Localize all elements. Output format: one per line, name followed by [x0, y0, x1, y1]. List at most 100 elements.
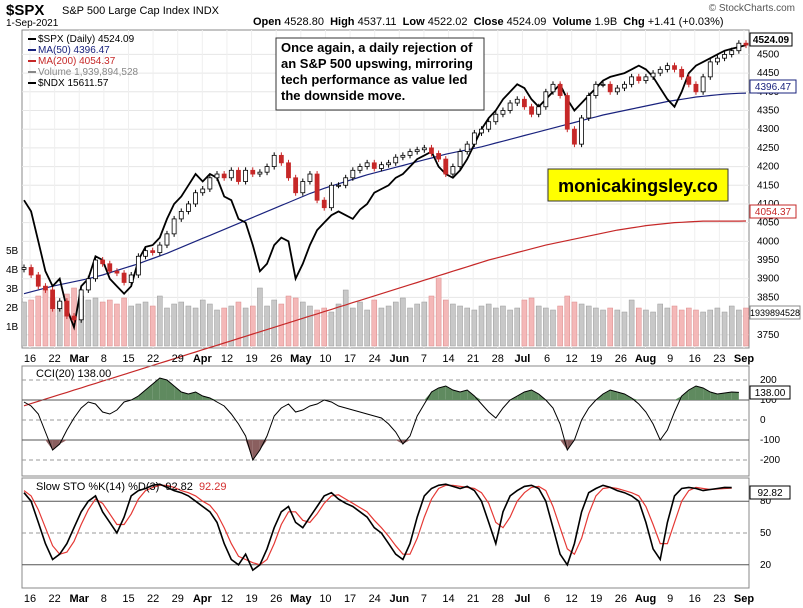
cci-overbought-fill	[517, 392, 525, 400]
volume-bar	[643, 309, 649, 347]
candle-body	[407, 151, 413, 156]
candle-body	[643, 76, 649, 81]
candle-body	[614, 87, 620, 93]
candle-body	[85, 278, 91, 291]
bottom-x-tick: 22	[48, 593, 60, 605]
candle-body	[536, 106, 542, 115]
volume-bar	[600, 309, 606, 347]
candle-body	[715, 57, 720, 63]
price-x-tick: May	[290, 353, 312, 365]
volume-bar	[728, 305, 735, 347]
volume-bar	[414, 303, 420, 347]
cci-y-tick: -200	[760, 455, 780, 466]
candle-body	[629, 76, 635, 85]
price-panel-frame	[21, 29, 750, 349]
volume-bar	[585, 305, 592, 347]
sto-label: Slow STO %K(14) %D(3) 92.82 92.29	[36, 481, 226, 493]
close-value: 4524.09	[506, 16, 547, 28]
candles	[21, 40, 749, 323]
candle-body	[393, 156, 399, 164]
candle-body	[679, 68, 685, 78]
price-x-tick: 23	[713, 353, 725, 365]
price-x-tick: 17	[344, 353, 356, 365]
volume-bar	[464, 307, 470, 347]
cci-overbought-fill	[610, 390, 618, 400]
volume-y-tick: 4B	[6, 265, 19, 276]
candle-body	[400, 154, 406, 158]
sto-k-line	[23, 483, 732, 572]
cci-overbought-fill	[174, 386, 182, 400]
cci-overbought-fill	[452, 390, 461, 400]
candle-body	[100, 259, 106, 265]
candle-body	[350, 169, 356, 179]
candle-body	[700, 76, 706, 93]
volume-bar	[250, 305, 256, 347]
watermark-text: monicakingsley.co	[558, 176, 718, 196]
volume-bar	[164, 307, 170, 347]
candle-body	[243, 169, 249, 182]
bottom-x-tick: 12	[566, 593, 578, 605]
candle-body	[500, 110, 506, 115]
chg-value: +1.41 (+0.03%)	[647, 16, 724, 28]
volume-bar	[664, 307, 671, 347]
volume-bar	[235, 301, 242, 347]
candle-body	[543, 91, 549, 108]
candle-body	[93, 259, 98, 280]
sto-y-tick: 80	[760, 496, 772, 507]
cci-overbought-fill	[467, 390, 475, 400]
cci-y-tick: 100	[760, 395, 777, 406]
volume-bar	[114, 303, 120, 347]
open-value: 4528.80	[284, 16, 324, 28]
volume-bar	[450, 303, 456, 347]
price-x-tick: 19	[245, 353, 257, 365]
candle-body	[507, 102, 513, 111]
annotation-box	[275, 37, 485, 111]
volume-bar	[35, 295, 42, 347]
last-close-tag-text: 4524.09	[753, 35, 790, 46]
volume-bar	[636, 307, 642, 347]
volume-bar	[400, 297, 406, 347]
volume-bar	[678, 309, 685, 347]
volume-bar	[171, 303, 177, 347]
volume-bar	[285, 295, 292, 347]
volume-bar	[721, 311, 728, 347]
ma200-tag	[749, 204, 797, 219]
volume-bar	[142, 301, 149, 347]
sto-y-axis: 80 50 20	[760, 496, 772, 571]
chg-label: Chg	[623, 16, 645, 28]
volume-bar	[457, 305, 463, 347]
cci-overbought-fill	[603, 390, 611, 400]
candle-body	[357, 166, 363, 171]
volume-value: 1.9B	[594, 16, 618, 28]
volume-bar	[614, 309, 621, 347]
bottom-x-tick: 16	[689, 593, 701, 605]
cci-overbought-fill	[524, 390, 532, 400]
low-value: 4522.02	[427, 16, 468, 28]
volume-bar	[207, 303, 213, 347]
bottom-x-tick: May	[290, 593, 312, 605]
candle-body	[278, 154, 284, 164]
high-label: High	[330, 16, 355, 28]
price-x-tick: 22	[48, 353, 60, 365]
candle-body	[300, 181, 306, 194]
price-y-tick: 4350	[757, 106, 780, 117]
volume-bar	[485, 303, 492, 347]
index-name-text: S&P 500 Large Cap Index	[62, 5, 190, 17]
price-x-tick: 14	[442, 353, 454, 365]
sto-y-tick: 50	[760, 528, 772, 539]
legend-label: MA(50) 4396.47	[38, 45, 110, 56]
candle-body	[479, 128, 484, 134]
candle-body	[557, 83, 563, 96]
volume-bar	[178, 301, 185, 347]
price-x-tick: Jun	[390, 353, 410, 365]
volume-bar	[421, 301, 428, 347]
bottom-x-tick: 24	[369, 593, 381, 605]
stockcharts-brand[interactable]: © StockCharts.com	[708, 3, 795, 14]
candle-body	[636, 76, 642, 81]
volume-bar	[264, 305, 270, 347]
price-x-tick: 9	[667, 353, 673, 365]
sto-d-polyline	[23, 484, 732, 566]
price-x-tick: 16	[24, 353, 36, 365]
candle-body	[50, 289, 55, 310]
price-x-tick: 21	[467, 353, 479, 365]
